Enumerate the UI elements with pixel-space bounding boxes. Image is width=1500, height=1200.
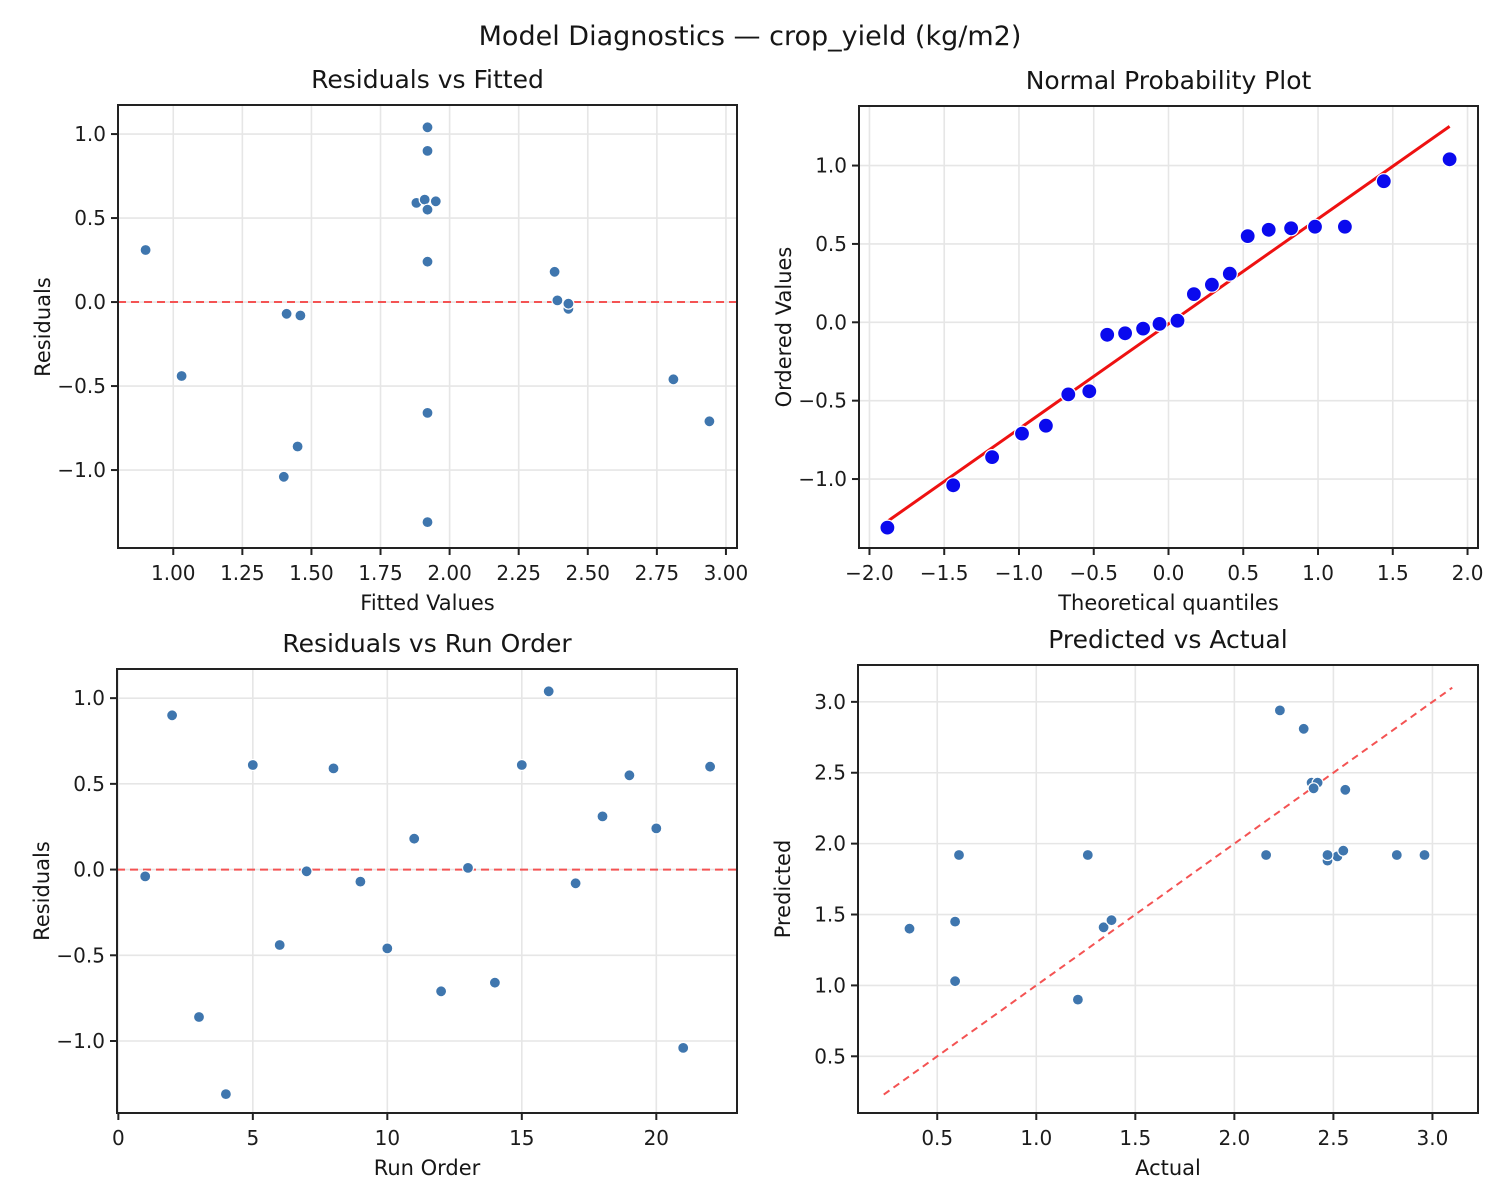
svg-text:3.0: 3.0 bbox=[814, 690, 846, 714]
svg-text:1.0: 1.0 bbox=[74, 122, 106, 146]
svg-text:10: 10 bbox=[375, 1126, 400, 1150]
svg-text:1.5: 1.5 bbox=[1377, 561, 1409, 585]
svg-text:0: 0 bbox=[112, 1126, 125, 1150]
predicted-vs-actual-canvas: 0.5 1.0 1.5 2.0 2.5 3.0 0.5 1.0 1.5 2.0 2.5 3.0 bbox=[814, 664, 1479, 1150]
svg-text:1.0: 1.0 bbox=[814, 973, 846, 997]
svg-text:−1.0: −1.0 bbox=[995, 561, 1044, 585]
x-axis-label: Theoretical quantiles bbox=[1058, 591, 1279, 615]
svg-text:1.0: 1.0 bbox=[73, 686, 105, 710]
svg-text:2.0: 2.0 bbox=[1218, 1126, 1250, 1150]
residuals-vs-fitted-canvas: 1.00 1.25 1.50 1.75 2.00 2.25 2.50 2.75 3.00 1.0 0… bbox=[57, 104, 749, 585]
svg-text:0.0: 0.0 bbox=[1153, 561, 1185, 585]
svg-text:2.0: 2.0 bbox=[814, 832, 846, 856]
svg-text:1.0: 1.0 bbox=[1302, 561, 1334, 585]
svg-text:0.5: 0.5 bbox=[814, 1044, 846, 1068]
svg-text:2.50: 2.50 bbox=[566, 561, 611, 585]
svg-text:−1.5: −1.5 bbox=[920, 561, 969, 585]
svg-text:1.00: 1.00 bbox=[151, 561, 196, 585]
x-axis-label: Run Order bbox=[373, 1156, 481, 1180]
x-axis-label: Fitted Values bbox=[360, 591, 495, 615]
svg-text:0.5: 0.5 bbox=[1227, 561, 1259, 585]
svg-text:0.5: 0.5 bbox=[815, 232, 847, 256]
svg-text:−1.0: −1.0 bbox=[57, 458, 106, 482]
svg-text:0.5: 0.5 bbox=[921, 1126, 953, 1150]
svg-text:−0.5: −0.5 bbox=[798, 389, 847, 413]
svg-text:0.0: 0.0 bbox=[73, 858, 105, 882]
svg-text:0.5: 0.5 bbox=[73, 772, 105, 796]
figure-title: Model Diagnostics — crop_yield (kg/m2) bbox=[478, 21, 1022, 52]
subplot-title: Residuals vs Run Order bbox=[282, 629, 572, 658]
svg-text:−0.5: −0.5 bbox=[1069, 561, 1118, 585]
svg-text:1.25: 1.25 bbox=[220, 561, 265, 585]
normal-probability-canvas: −2.0 −1.5 −1.0 −0.5 0.0 0.5 1.0 1.5 2.0 1.0 0.5 0.0… bbox=[798, 105, 1484, 585]
svg-text:−1.0: −1.0 bbox=[798, 467, 847, 491]
svg-text:2.5: 2.5 bbox=[814, 761, 846, 785]
svg-text:0.0: 0.0 bbox=[74, 290, 106, 314]
svg-text:1.50: 1.50 bbox=[289, 561, 334, 585]
svg-text:2.0: 2.0 bbox=[1452, 561, 1484, 585]
svg-text:1.5: 1.5 bbox=[814, 903, 846, 927]
subplot-title: Predicted vs Actual bbox=[1048, 625, 1288, 654]
svg-text:−0.5: −0.5 bbox=[57, 374, 106, 398]
svg-text:−2.0: −2.0 bbox=[845, 561, 894, 585]
svg-text:3.00: 3.00 bbox=[704, 561, 749, 585]
residuals-vs-run-order-canvas: 0 5 10 15 20 1.0 0.5 0.0 −0.5 −1.0 bbox=[56, 668, 738, 1150]
subplot-title: Normal Probability Plot bbox=[1025, 66, 1312, 95]
svg-text:1.5: 1.5 bbox=[1119, 1126, 1151, 1150]
svg-text:−1.0: −1.0 bbox=[56, 1029, 105, 1053]
svg-text:1.0: 1.0 bbox=[1020, 1126, 1052, 1150]
svg-text:3.0: 3.0 bbox=[1417, 1126, 1449, 1150]
svg-text:2.75: 2.75 bbox=[635, 561, 680, 585]
svg-text:20: 20 bbox=[644, 1126, 669, 1150]
svg-text:2.25: 2.25 bbox=[496, 561, 541, 585]
svg-text:5: 5 bbox=[246, 1126, 259, 1150]
svg-text:−0.5: −0.5 bbox=[56, 943, 105, 967]
svg-text:0.5: 0.5 bbox=[74, 206, 106, 230]
svg-text:0.0: 0.0 bbox=[815, 310, 847, 334]
svg-text:15: 15 bbox=[509, 1126, 534, 1150]
subplot-title: Residuals vs Fitted bbox=[311, 65, 544, 94]
x-axis-label: Actual bbox=[1135, 1156, 1201, 1180]
svg-text:1.75: 1.75 bbox=[358, 561, 403, 585]
svg-text:1.0: 1.0 bbox=[815, 154, 847, 178]
svg-text:2.5: 2.5 bbox=[1317, 1126, 1349, 1150]
svg-text:2.00: 2.00 bbox=[427, 561, 472, 585]
